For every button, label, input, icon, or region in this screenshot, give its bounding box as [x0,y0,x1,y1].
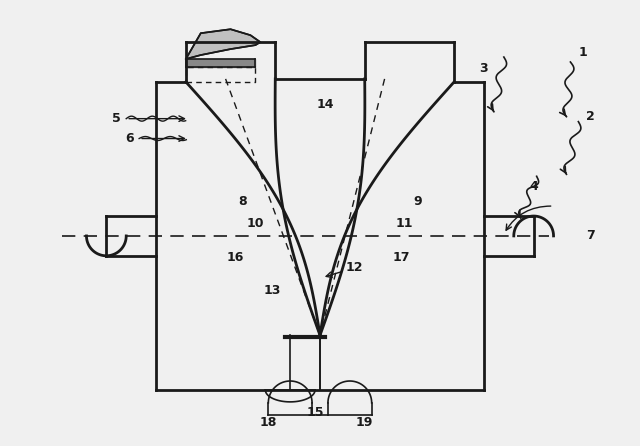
Text: 16: 16 [227,251,244,264]
Text: 3: 3 [479,62,488,75]
Text: 13: 13 [264,284,281,297]
Text: 15: 15 [307,406,324,419]
Text: 2: 2 [586,110,595,123]
Text: 8: 8 [238,194,247,208]
Text: 6: 6 [125,132,134,145]
Text: 1: 1 [579,45,588,58]
Text: 12: 12 [346,261,364,274]
Text: 5: 5 [112,112,121,125]
Text: 9: 9 [413,194,422,208]
Text: 19: 19 [356,416,373,429]
Text: 18: 18 [260,416,277,429]
Text: 14: 14 [316,98,333,111]
Text: 17: 17 [393,251,410,264]
Text: 10: 10 [246,218,264,231]
Text: 11: 11 [396,218,413,231]
Text: 4: 4 [529,180,538,193]
Polygon shape [186,29,260,59]
Text: 7: 7 [586,229,595,243]
